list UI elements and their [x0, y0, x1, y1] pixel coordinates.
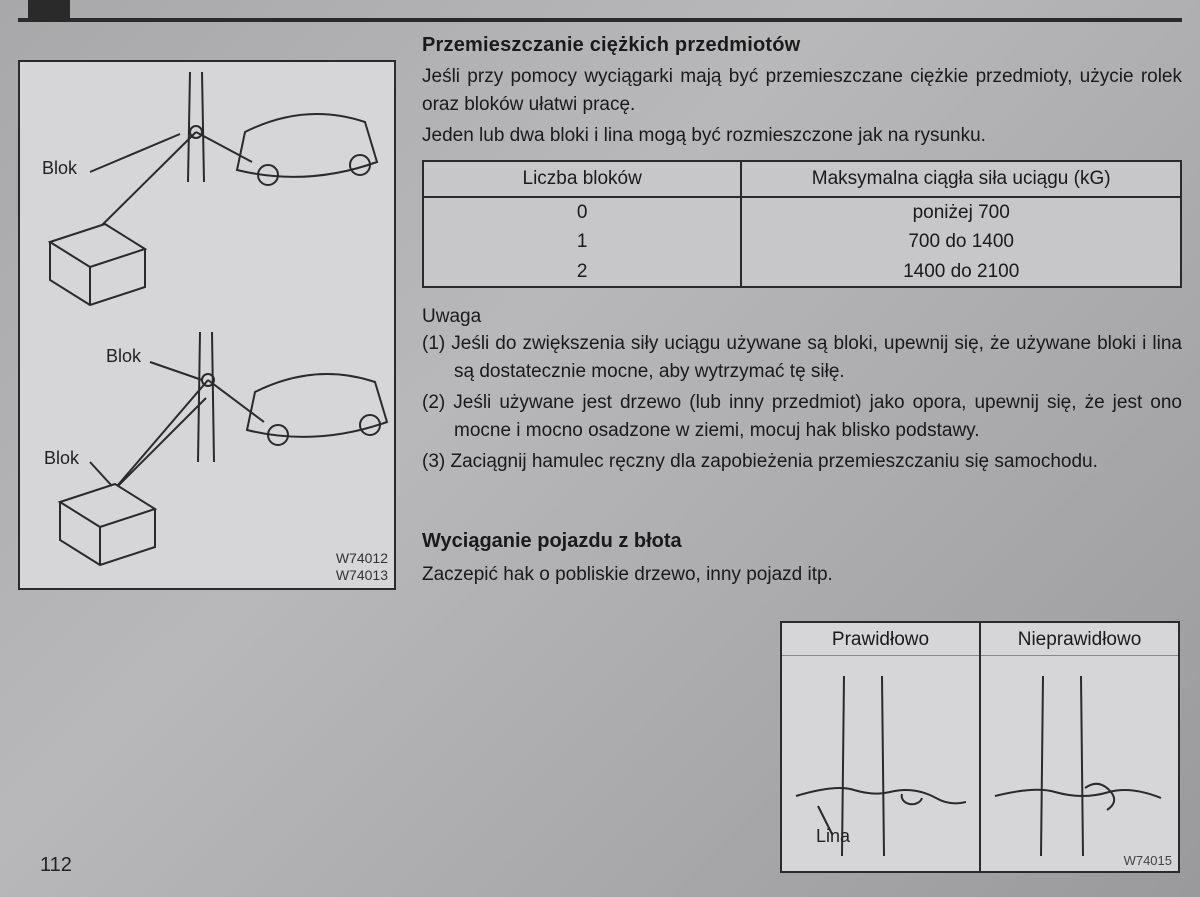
- paragraph: Jeden lub dwa bloki i lina mogą być rozm…: [422, 122, 1182, 150]
- incorrect-hook-svg: [981, 656, 1177, 862]
- panel-title-correct: Prawidłowo: [782, 623, 979, 656]
- header-rule: [18, 18, 1182, 22]
- cell-val: 2: [424, 257, 740, 286]
- pull-force-table: Liczba bloków Maksymalna ciągła siła uci…: [422, 160, 1182, 288]
- note-item: (2) Jeśli używane jest drzewo (lub inny …: [422, 389, 1182, 446]
- label-lina: Lina: [816, 826, 850, 847]
- force-cell: poniżej 700 700 do 1400 1400 do 2100: [741, 197, 1181, 287]
- blocks-cell: 0 1 2: [423, 197, 741, 287]
- paragraph: Zaczepić hak o pobliskie drzewo, inny po…: [422, 561, 1182, 589]
- notes-title: Uwaga: [422, 306, 1182, 328]
- table-header: Maksymalna ciągła siła uciągu (kG): [741, 161, 1181, 197]
- cell-val: 700 do 1400: [742, 227, 1180, 256]
- correct-hook-svg: [782, 656, 978, 862]
- figure-right-ref: W74015: [1124, 853, 1172, 868]
- panel-correct: Prawidłowo Lina: [782, 623, 981, 871]
- table-row: 0 1 2 poniżej 700 700 do 1400 1400 do 21…: [423, 197, 1181, 287]
- figure-block-diagrams: Blok Blok Blok W74012 W74013: [18, 60, 396, 590]
- heading-heavy-objects: Przemieszczanie ciężkich przedmiotów: [422, 34, 1182, 57]
- note-item: (1) Jeśli do zwiększenia siły uciągu uży…: [422, 330, 1182, 387]
- cell-val: poniżej 700: [742, 198, 1180, 227]
- label-blok-3: Blok: [44, 448, 79, 469]
- label-blok-1: Blok: [42, 158, 77, 179]
- note-item: (3) Zaciągnij hamulec ręczny dla zapobie…: [422, 448, 1182, 477]
- table-header: Liczba bloków: [423, 161, 741, 197]
- heading-mud: Wyciąganie pojazdu z błota: [422, 530, 1182, 553]
- section-mud: Wyciąganie pojazdu z błota Zaczepić hak …: [422, 530, 1182, 589]
- panel-incorrect: Nieprawidłowo W74015: [981, 623, 1178, 871]
- content-area: Blok Blok Blok W74012 W74013 Przemieszcz…: [18, 34, 1182, 897]
- cell-val: 0: [424, 198, 740, 227]
- cell-val: 1: [424, 227, 740, 256]
- figure-left-ref: W74012 W74013: [336, 550, 388, 584]
- figure-ref-line: W74012: [336, 550, 388, 567]
- label-blok-2: Blok: [106, 346, 141, 367]
- right-column: Przemieszczanie ciężkich przedmiotów Jeś…: [422, 34, 1182, 593]
- manual-page: Blok Blok Blok W74012 W74013 Przemieszcz…: [0, 0, 1200, 897]
- page-number: 112: [40, 854, 72, 877]
- paragraph: Jeśli przy pomocy wyciągarki mają być pr…: [422, 63, 1182, 118]
- figure-hook-correct: Prawidłowo Lina Nieprawidłowo: [780, 621, 1180, 873]
- panel-title-incorrect: Nieprawidłowo: [981, 623, 1178, 656]
- block-diagram-svg: [20, 62, 394, 588]
- cell-val: 1400 do 2100: [742, 257, 1180, 286]
- figure-ref-line: W74013: [336, 567, 388, 584]
